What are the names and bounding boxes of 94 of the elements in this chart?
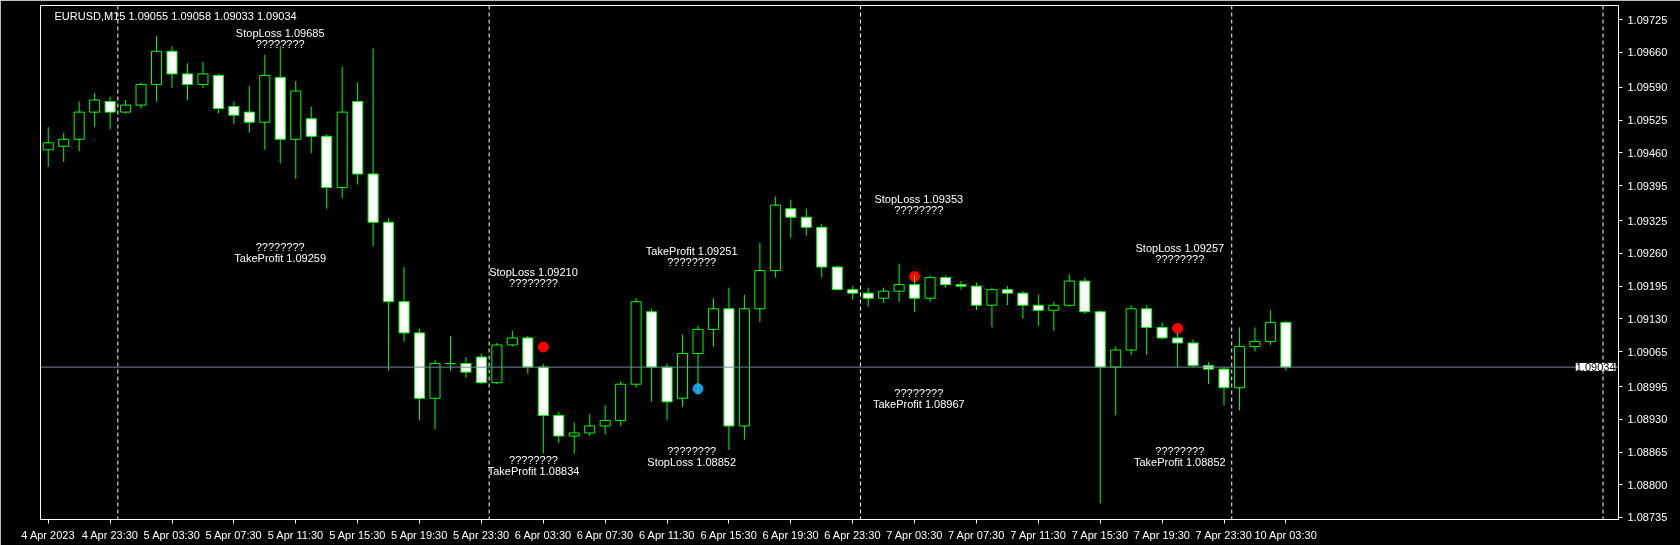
- x-tick-label: 6 Apr 07:30: [576, 528, 634, 541]
- x-tick-label: 6 Apr 23:30: [824, 528, 881, 541]
- candlestick: [800, 208, 812, 237]
- annotation: StopLoss 1.09210: [489, 265, 578, 278]
- annotation: ????????: [894, 203, 944, 216]
- y-tick-label: 1.09325: [1627, 214, 1668, 227]
- x-tick-label: 6 Apr 03:30: [514, 528, 572, 541]
- candlestick: [986, 287, 998, 328]
- candlestick: [1249, 326, 1261, 353]
- x-tick-label: 7 Apr 11:30: [1010, 528, 1066, 541]
- y-tick-label: 1.09065: [1627, 345, 1668, 358]
- candlestick: [599, 404, 611, 435]
- x-tick-label: 7 Apr 07:30: [948, 528, 1005, 541]
- point: [1172, 322, 1184, 334]
- candlestick: [955, 280, 967, 291]
- x-tick-label: 4 Apr 2023: [21, 528, 75, 541]
- candlestick: [1017, 290, 1029, 320]
- annotation: ????????: [1155, 252, 1205, 265]
- x-tick-label: 6 Apr 11:30: [639, 528, 695, 541]
- y-tick-label: 1.09460: [1627, 146, 1668, 159]
- x-tick-label: 6 Apr 19:30: [762, 528, 819, 541]
- annotation: ????????: [1155, 444, 1205, 457]
- annotation: StopLoss 1.09685: [235, 26, 325, 39]
- annotation: ????????: [509, 453, 558, 466]
- point: [537, 341, 549, 353]
- candlestick: [785, 199, 797, 239]
- annotation: ????????: [894, 386, 944, 399]
- x-tick-label: 5 Apr 07:30: [205, 528, 262, 541]
- candlestick: [444, 335, 456, 372]
- candlestick: [831, 265, 843, 291]
- candlestick: [1141, 304, 1153, 356]
- candlestick: [243, 85, 255, 134]
- x-tick-label: 5 Apr 11:30: [267, 528, 324, 541]
- y-tick-label: 1.09525: [1627, 114, 1668, 127]
- y-tick-label: 1.08735: [1627, 511, 1668, 524]
- annotation: TakeProfit 1.08834: [487, 464, 580, 477]
- candlestick: [197, 61, 209, 89]
- y-tick-label: 1.09395: [1627, 179, 1668, 192]
- candlestick: [58, 132, 70, 163]
- annotation: ????????: [667, 444, 717, 457]
- annotation: StopLoss 1.08852: [647, 455, 737, 468]
- annotation: ????????: [255, 240, 305, 253]
- candlestick: [1110, 345, 1122, 416]
- y-tick-label: 1.09195: [1627, 280, 1668, 293]
- y-tick-label: 1.08800: [1627, 478, 1668, 491]
- candlestick: [707, 297, 719, 347]
- annotation: ????????: [667, 255, 717, 268]
- candlestick: [924, 275, 936, 303]
- candlestick: [893, 263, 905, 303]
- y-tick-label: 1.08865: [1627, 446, 1668, 459]
- x-tick-label: 10 Apr 03:30: [1254, 528, 1317, 541]
- x-tick-label: 6 Apr 15:30: [700, 528, 757, 541]
- x-tick-label: 7 Apr 23:30: [1195, 528, 1252, 541]
- x-tick-label: 4 Apr 23:30: [81, 528, 138, 541]
- chart-title: EURUSD,M15 1.09055 1.09058 1.09033 1.09034: [54, 9, 297, 22]
- annotation: StopLoss 1.09353: [874, 192, 964, 205]
- candlestick: [970, 282, 982, 311]
- y-tick-label: 1.09660: [1627, 46, 1668, 59]
- annotation: TakeProfit 1.08852: [1133, 455, 1226, 468]
- candlestick: [135, 81, 147, 110]
- x-tick-label: 7 Apr 15:30: [1071, 528, 1129, 541]
- y-tick-label: 1.09725: [1627, 13, 1668, 26]
- y-tick-label: 1.08995: [1627, 380, 1668, 393]
- y-tick-label: 1.09260: [1627, 247, 1668, 260]
- ref-line-label: 1.09034: [1575, 361, 1616, 374]
- candlestick: [166, 45, 178, 89]
- annotation: TakeProfit 1.09259: [234, 251, 327, 264]
- candlestick: [305, 106, 317, 154]
- candlestick: [89, 92, 101, 128]
- annotation: ????????: [509, 276, 558, 289]
- x-tick-label: 5 Apr 03:30: [143, 528, 200, 541]
- candlestick: [584, 413, 596, 437]
- annotation: ????????: [255, 37, 305, 50]
- candlestick: [553, 411, 565, 444]
- annotation: TakeProfit 1.09251: [645, 244, 738, 257]
- candlestick: [1264, 309, 1276, 346]
- annotation: StopLoss 1.09257: [1135, 241, 1225, 254]
- x-tick-label: 5 Apr 19:30: [391, 528, 448, 541]
- candlestick: [1001, 285, 1013, 306]
- candlestick: [1187, 338, 1199, 368]
- y-tick-label: 1.08930: [1627, 413, 1668, 426]
- candlestick: [1032, 294, 1044, 327]
- candlestick: [1048, 301, 1060, 332]
- candlestick: [228, 101, 240, 125]
- point: [909, 271, 921, 283]
- x-tick-label: 5 Apr 23:30: [452, 528, 510, 541]
- annotation: TakeProfit 1.08967: [872, 397, 965, 410]
- candlestick: [568, 421, 580, 455]
- candlestick: [181, 62, 193, 101]
- x-tick-label: 5 Apr 15:30: [329, 528, 386, 541]
- y-tick-label: 1.09130: [1627, 312, 1668, 325]
- y-tick-label: 1.09590: [1627, 81, 1668, 94]
- x-tick-label: 7 Apr 19:30: [1133, 528, 1190, 541]
- x-tick-label: 7 Apr 03:30: [886, 528, 943, 541]
